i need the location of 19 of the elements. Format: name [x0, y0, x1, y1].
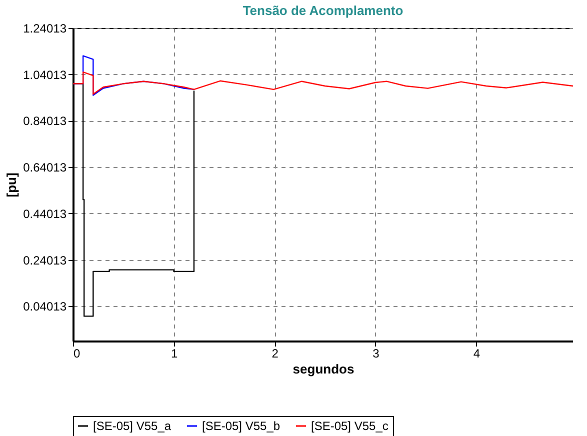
x-axis-title: segundos	[292, 362, 354, 376]
legend-label: [SE-05] V55_b	[202, 419, 280, 433]
y-tick-label: 0.24013	[23, 253, 67, 268]
x-tick-label: 1	[170, 346, 178, 360]
y-tick-label: 0.44013	[23, 206, 67, 221]
x-tick-label: 4	[473, 346, 480, 360]
y-axis-title: [pu]	[4, 172, 20, 198]
y-tick-label: 0.64013	[23, 160, 67, 175]
x-tick-label: 2	[272, 346, 279, 360]
x-tick-label: 0	[74, 346, 80, 360]
x-tick-label: 3	[372, 346, 380, 360]
y-tick-label: 0.04013	[23, 300, 67, 314]
y-tick-label: 1.24013	[23, 22, 67, 36]
legend-label: [SE-05] V55_c	[311, 419, 388, 433]
line-series	[73, 71, 573, 95]
y-tick-label: 0.84013	[23, 114, 67, 128]
y-tick-label: 1.04013	[23, 68, 67, 82]
chart-title: Tensão de Acomplamento	[242, 3, 404, 18]
legend-label: [SE-05] V55_a	[93, 419, 172, 433]
